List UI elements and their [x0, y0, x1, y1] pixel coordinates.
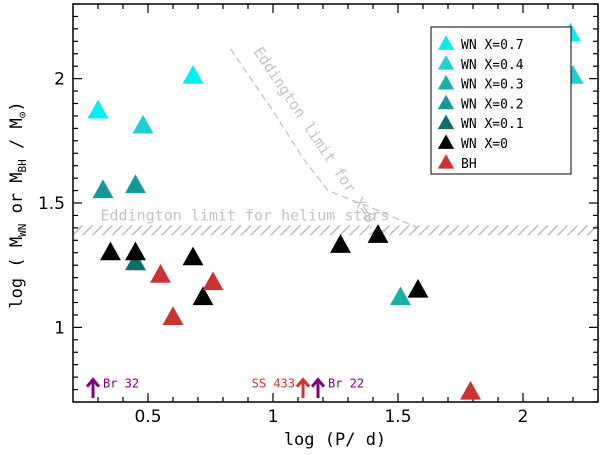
x04-limit-line — [229, 48, 419, 229]
data-point — [87, 99, 109, 119]
data-point — [330, 234, 351, 253]
limit-arrow-head — [310, 377, 326, 388]
data-point — [125, 241, 146, 261]
limit-arrow-label: Br 22 — [328, 377, 364, 391]
legend-label: WN X=0.2 — [461, 97, 524, 112]
legend-marker — [437, 114, 455, 130]
limit-arrow-head — [295, 377, 311, 388]
y-end: / M — [7, 118, 27, 159]
limit-arrows-layer: Br 32 SS 433 Br 22 — [85, 377, 364, 398]
data-point — [92, 179, 114, 199]
legend-marker — [437, 134, 455, 149]
data-point — [390, 286, 411, 306]
y-sub-wn: WN — [16, 224, 29, 237]
data-point — [125, 251, 146, 271]
x-tick-label: 1.5 — [384, 407, 411, 427]
x-tick-label: 2 — [518, 407, 529, 427]
y-tick-label: 2 — [54, 70, 65, 90]
legend: WN X=0.7 WN X=0.4 WN X=0.3 WN X=0.2 WN X=0.1… — [430, 26, 572, 175]
legend-marker — [437, 74, 455, 90]
data-point — [150, 263, 171, 283]
legend-marker — [437, 35, 455, 50]
data-point — [192, 286, 214, 306]
y-tick-label: 1 — [54, 318, 65, 338]
x-axis-title: log (P/ d) — [284, 430, 386, 450]
y-tick-label: 1.5 — [38, 194, 65, 214]
y-axis-title: log ( MWN or MBH / M⊙) — [7, 101, 29, 308]
limit-arrow-label: Br 32 — [103, 377, 139, 391]
data-point — [125, 174, 146, 194]
plot-frame — [72, 3, 599, 403]
x-tick-label: 1 — [268, 407, 279, 427]
legend-marker — [437, 94, 455, 110]
legend-label: WN X=0.7 — [461, 38, 524, 53]
data-point — [202, 271, 224, 291]
limit-arrow-label: SS 433 — [252, 377, 295, 391]
data-point — [182, 246, 204, 266]
y-mid: or M — [7, 172, 27, 223]
legend-label: WN X=0.1 — [461, 117, 524, 132]
ticks-layer: 0.5 1 1.5 2 1 1.5 2 — [38, 3, 599, 427]
helium-limit-band — [73, 225, 598, 236]
legend-marker — [437, 55, 455, 70]
data-point — [100, 241, 121, 261]
points-layer — [87, 22, 584, 400]
legend-marker — [437, 154, 455, 169]
data-point — [162, 306, 184, 325]
y-close: ) — [7, 101, 27, 111]
helium-limit-label: Eddington limit for helium stars — [101, 206, 390, 224]
legend-label: WN X=0.3 — [461, 78, 524, 93]
legend-label: WN X=0 — [461, 137, 508, 152]
data-point — [367, 224, 389, 243]
data-point — [407, 278, 429, 298]
data-point — [460, 380, 481, 400]
legend-label: BH — [461, 157, 477, 172]
y-sun: ⊙ — [16, 112, 29, 119]
legend-label: WN X=0.4 — [461, 58, 524, 73]
limit-arrow-head — [85, 377, 101, 388]
data-point — [182, 64, 204, 84]
x-tick-label: 0.5 — [134, 407, 161, 427]
data-point — [132, 114, 154, 134]
y-sub-bh: BH — [16, 159, 29, 172]
legend-box — [430, 26, 572, 175]
